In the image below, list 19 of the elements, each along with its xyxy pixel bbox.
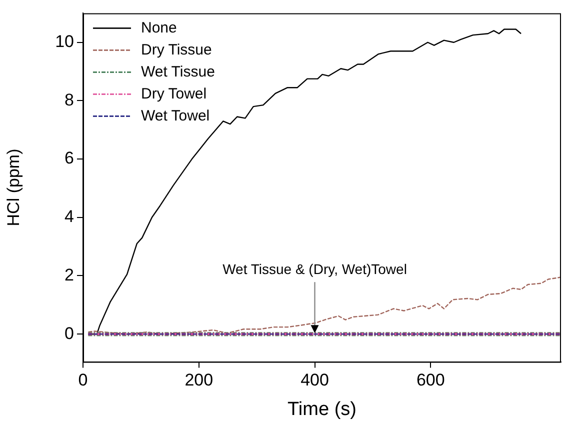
y-tick-label: 8	[64, 90, 74, 110]
y-tick-label: 6	[64, 148, 74, 168]
legend-label: Wet Tissue	[141, 63, 215, 80]
x-tick-label: 0	[78, 370, 88, 390]
y-tick-label: 0	[64, 324, 74, 343]
legend-label: Wet Towel	[141, 107, 210, 124]
line-series	[88, 276, 561, 335]
legend-label: None	[141, 19, 177, 36]
annotation: Wet Tissue & (Dry, Wet)Towel	[222, 261, 407, 278]
legend-label: Dry Tissue	[141, 41, 212, 58]
x-tick-label: 400	[300, 370, 329, 390]
y-tick-label: 2	[64, 265, 74, 284]
y-tick-label: 10	[55, 32, 74, 52]
x-tick-label: 600	[416, 370, 445, 390]
x-tick-label: 200	[184, 370, 214, 390]
x-axis-title: Time (s)	[288, 398, 356, 420]
y-axis-title: HCl (ppm)	[4, 148, 23, 226]
y-tick-label: 4	[64, 207, 74, 226]
legend-label: Dry Towel	[141, 85, 207, 102]
